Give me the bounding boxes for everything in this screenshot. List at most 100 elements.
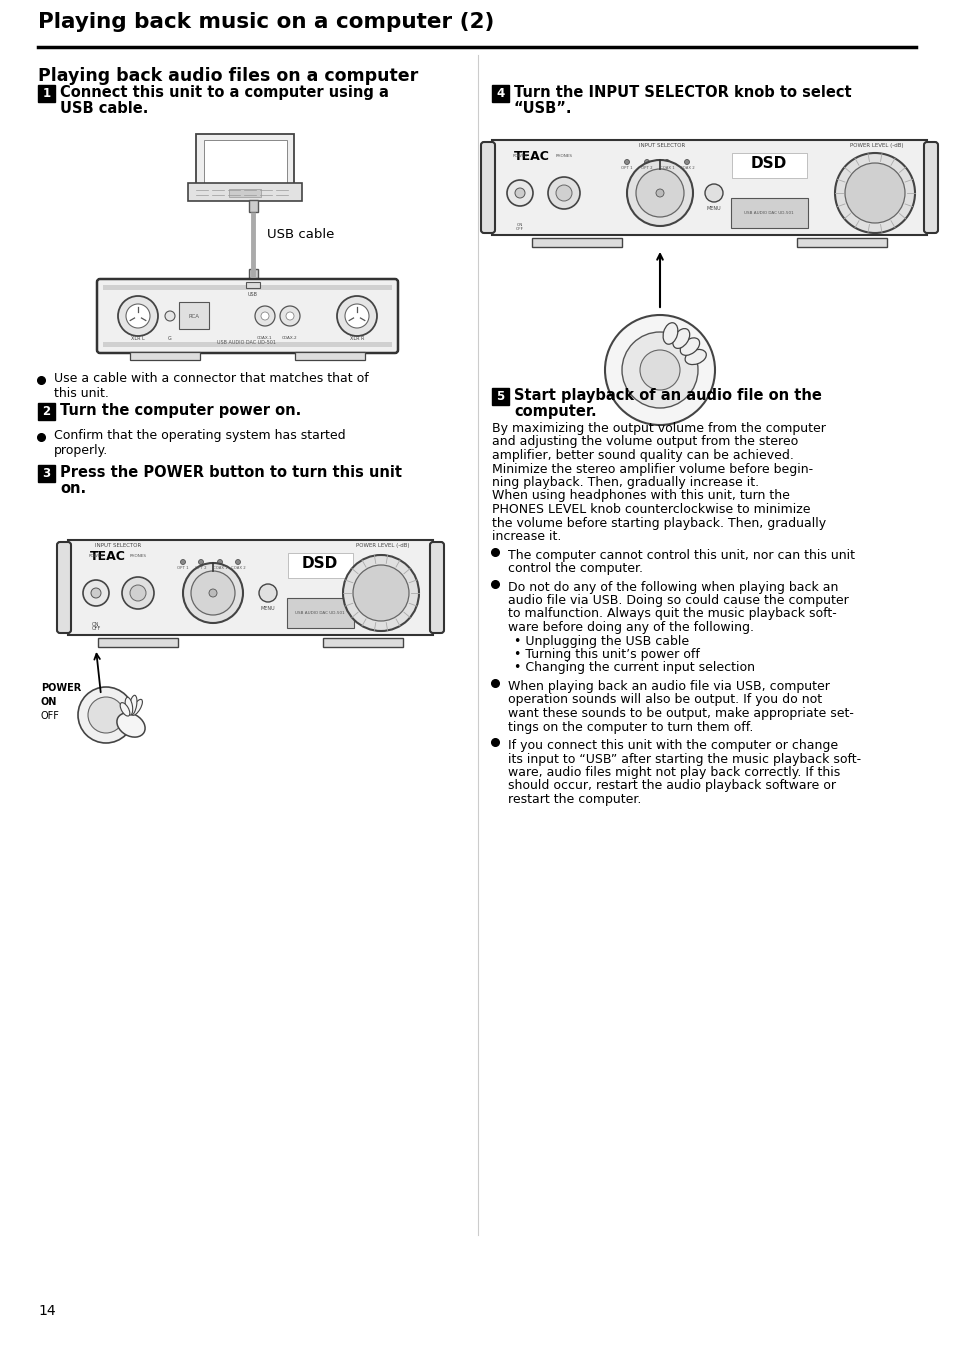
Text: • Changing the current input selection: • Changing the current input selection (514, 662, 754, 675)
Text: USB AUDIO DAC UD-501: USB AUDIO DAC UD-501 (294, 612, 344, 616)
Text: COAX 1: COAX 1 (659, 166, 674, 170)
Text: If you connect this unit with the computer or change: If you connect this unit with the comput… (507, 738, 838, 752)
Circle shape (556, 185, 572, 201)
Bar (103, 342, 392, 347)
Text: Start playback of an audio file on the: Start playback of an audio file on the (514, 387, 821, 404)
Circle shape (88, 697, 124, 733)
Circle shape (834, 153, 914, 234)
Text: want these sounds to be output, make appropriate set-: want these sounds to be output, make app… (507, 707, 853, 720)
Text: The computer cannot control this unit, nor can this unit: The computer cannot control this unit, n… (507, 548, 854, 562)
Text: ON: ON (517, 223, 522, 227)
Text: Press the POWER button to turn this unit: Press the POWER button to turn this unit (60, 464, 401, 481)
Circle shape (684, 159, 689, 165)
Text: the volume before starting playback. Then, gradually: the volume before starting playback. The… (492, 517, 825, 529)
Text: XLR L: XLR L (131, 336, 145, 340)
Circle shape (656, 189, 663, 197)
Text: ON: ON (92, 622, 100, 626)
Text: COAX.1: COAX.1 (257, 336, 273, 340)
Circle shape (636, 169, 683, 217)
FancyBboxPatch shape (730, 198, 807, 228)
Text: MENU: MENU (706, 207, 720, 211)
Text: 3: 3 (42, 467, 51, 481)
Text: Do not do any of the following when playing back an: Do not do any of the following when play… (507, 580, 838, 594)
FancyBboxPatch shape (229, 189, 261, 197)
Ellipse shape (684, 350, 705, 365)
Circle shape (130, 585, 146, 601)
Text: PHONES LEVEL knob counterclockwise to minimize: PHONES LEVEL knob counterclockwise to mi… (492, 504, 810, 516)
Text: computer.: computer. (514, 404, 596, 418)
Ellipse shape (120, 702, 130, 716)
FancyBboxPatch shape (796, 238, 886, 247)
Text: 14: 14 (38, 1304, 55, 1318)
Text: OFF: OFF (41, 711, 60, 721)
Circle shape (353, 566, 409, 621)
Circle shape (198, 559, 203, 564)
Circle shape (343, 555, 418, 630)
FancyBboxPatch shape (492, 387, 509, 405)
Circle shape (258, 585, 276, 602)
Text: OFF: OFF (516, 227, 523, 231)
Text: DSD: DSD (750, 157, 786, 171)
Text: POWER: POWER (512, 154, 527, 158)
Circle shape (624, 159, 629, 165)
Text: • Turning this unit’s power off: • Turning this unit’s power off (514, 648, 700, 662)
FancyBboxPatch shape (294, 352, 365, 360)
Text: XLR R: XLR R (350, 336, 364, 340)
Ellipse shape (125, 697, 132, 716)
FancyBboxPatch shape (179, 302, 209, 329)
Ellipse shape (672, 328, 689, 348)
Text: COAX 2: COAX 2 (679, 166, 694, 170)
FancyBboxPatch shape (249, 200, 257, 212)
Text: 4: 4 (496, 86, 504, 100)
Text: POWER LEVEL (-dB): POWER LEVEL (-dB) (849, 143, 902, 148)
Text: COAX.2: COAX.2 (282, 336, 297, 340)
FancyBboxPatch shape (204, 140, 287, 193)
Text: operation sounds will also be output. If you do not: operation sounds will also be output. If… (507, 694, 821, 706)
Text: this unit.: this unit. (54, 387, 109, 400)
Ellipse shape (662, 323, 678, 344)
Text: OPT 2: OPT 2 (640, 166, 652, 170)
Ellipse shape (117, 713, 145, 737)
Circle shape (122, 576, 153, 609)
Text: DSD: DSD (301, 556, 337, 571)
Text: USB AUDIO DAC UD-501: USB AUDIO DAC UD-501 (217, 340, 276, 346)
Text: TEAC: TEAC (514, 150, 549, 163)
FancyBboxPatch shape (38, 85, 55, 103)
Text: USB AUDIO DAC UD-501: USB AUDIO DAC UD-501 (743, 211, 793, 215)
Text: Minimize the stereo amplifier volume before begin-: Minimize the stereo amplifier volume bef… (492, 463, 812, 475)
Circle shape (217, 559, 222, 564)
Text: ware, audio files might not play back correctly. If this: ware, audio files might not play back co… (507, 765, 840, 779)
FancyBboxPatch shape (38, 464, 55, 482)
Text: Playing back music on a computer (2): Playing back music on a computer (2) (38, 12, 494, 32)
FancyBboxPatch shape (249, 269, 257, 279)
FancyBboxPatch shape (98, 639, 178, 647)
Circle shape (844, 163, 904, 223)
Circle shape (180, 559, 185, 564)
Text: USB: USB (248, 292, 257, 297)
Text: should occur, restart the audio playback software or: should occur, restart the audio playback… (507, 779, 835, 792)
Text: OPT 2: OPT 2 (195, 566, 207, 570)
Text: OPT 1: OPT 1 (177, 566, 189, 570)
Circle shape (165, 310, 174, 321)
Circle shape (639, 350, 679, 390)
Text: 1: 1 (42, 86, 51, 100)
Text: PHONES: PHONES (555, 154, 572, 158)
Text: When playing back an audio file via USB, computer: When playing back an audio file via USB,… (507, 680, 829, 693)
FancyBboxPatch shape (923, 142, 937, 234)
Text: tings on the computer to turn them off.: tings on the computer to turn them off. (507, 721, 753, 733)
FancyBboxPatch shape (492, 85, 509, 103)
FancyBboxPatch shape (38, 404, 55, 420)
Text: Playing back audio files on a computer: Playing back audio files on a computer (38, 68, 417, 85)
Text: • Unplugging the USB cable: • Unplugging the USB cable (514, 634, 688, 648)
FancyBboxPatch shape (480, 142, 495, 234)
Text: amplifier, better sound quality can be achieved.: amplifier, better sound quality can be a… (492, 450, 793, 462)
Text: COAX 1: COAX 1 (213, 566, 227, 570)
Text: TEAC: TEAC (90, 549, 126, 563)
FancyBboxPatch shape (188, 184, 302, 201)
Circle shape (126, 304, 150, 328)
Circle shape (664, 159, 669, 165)
Text: Turn the INPUT SELECTOR knob to select: Turn the INPUT SELECTOR knob to select (514, 85, 851, 100)
Text: restart the computer.: restart the computer. (507, 792, 640, 806)
Circle shape (704, 184, 722, 202)
Text: Confirm that the operating system has started: Confirm that the operating system has st… (54, 429, 345, 441)
